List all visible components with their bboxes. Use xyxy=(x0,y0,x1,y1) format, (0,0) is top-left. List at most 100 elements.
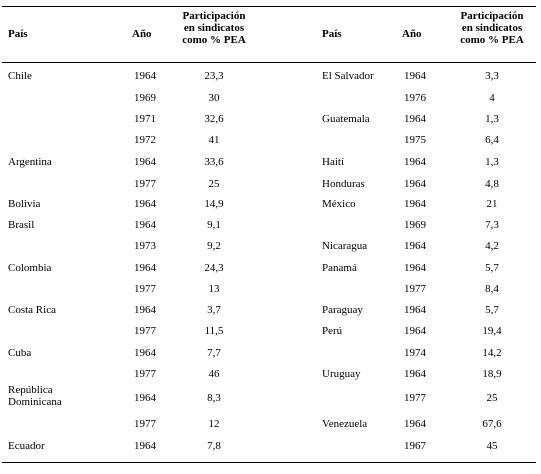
value: 25 xyxy=(208,178,220,190)
country: Costa Rica xyxy=(8,304,56,316)
country: Nicaragua xyxy=(322,240,368,252)
country: Cuba xyxy=(8,347,32,359)
year: 1964 xyxy=(134,70,156,82)
country: Chile xyxy=(8,70,32,82)
top-rule xyxy=(2,6,536,7)
year: 1964 xyxy=(134,304,156,316)
value: 8,3 xyxy=(207,392,221,404)
value: 4,2 xyxy=(485,240,499,252)
value: 45 xyxy=(486,440,498,452)
value: 25 xyxy=(486,392,498,404)
year: 1964 xyxy=(404,368,426,380)
value: 1,3 xyxy=(485,113,499,125)
year: 1964 xyxy=(404,418,426,430)
header-rule xyxy=(2,62,536,63)
year: 1964 xyxy=(134,262,156,274)
year: 1964 xyxy=(404,325,426,337)
country: El Salvador xyxy=(322,70,374,82)
country: Honduras xyxy=(322,178,365,190)
header-anio: Año xyxy=(402,28,422,40)
year: 1969 xyxy=(404,219,426,231)
value: 32,6 xyxy=(204,113,224,125)
year: 1964 xyxy=(404,70,426,82)
country: Paraguay xyxy=(322,304,363,316)
year: 1977 xyxy=(404,392,426,404)
year: 1977 xyxy=(134,283,156,295)
value: 4,8 xyxy=(485,178,499,190)
header-participacion: Participación en sindicatos como % PEA xyxy=(460,10,524,46)
year: 1977 xyxy=(134,418,156,430)
year: 1976 xyxy=(404,92,426,104)
header-pais: País xyxy=(8,28,28,40)
country: Ecuador xyxy=(8,440,45,452)
value: 23,3 xyxy=(204,70,224,82)
country: Brasil xyxy=(8,219,35,231)
value: 33,6 xyxy=(204,156,224,168)
country: Bolivia xyxy=(8,198,41,210)
country: Panamá xyxy=(322,262,357,274)
value: 13 xyxy=(208,283,220,295)
year: 1977 xyxy=(134,325,156,337)
year: 1972 xyxy=(134,134,156,146)
year: 1964 xyxy=(404,113,426,125)
year: 1974 xyxy=(404,347,426,359)
year: 1973 xyxy=(134,240,156,252)
year: 1964 xyxy=(404,156,426,168)
country: Guatemala xyxy=(322,113,370,125)
header-anio: Año xyxy=(132,28,152,40)
value: 19,4 xyxy=(482,325,502,337)
value: 7,3 xyxy=(485,219,499,231)
year: 1967 xyxy=(404,440,426,452)
value: 8,4 xyxy=(485,283,499,295)
year: 1964 xyxy=(134,156,156,168)
year: 1964 xyxy=(404,304,426,316)
value: 7,7 xyxy=(207,347,221,359)
year: 1971 xyxy=(134,113,156,125)
year: 1964 xyxy=(134,440,156,452)
value: 11,5 xyxy=(204,325,224,337)
value: 9,2 xyxy=(207,240,221,252)
value: 14,2 xyxy=(482,347,502,359)
value: 46 xyxy=(208,368,220,380)
value: 24,3 xyxy=(204,262,224,274)
year: 1977 xyxy=(134,178,156,190)
value: 3,3 xyxy=(485,70,499,82)
header-pais: País xyxy=(322,28,342,40)
value: 18,9 xyxy=(482,368,502,380)
value: 4 xyxy=(489,92,495,104)
year: 1964 xyxy=(134,219,156,231)
value: 41 xyxy=(208,134,220,146)
year: 1964 xyxy=(134,347,156,359)
header-participacion: Participación en sindicatos como % PEA xyxy=(182,10,246,46)
country: Venezuela xyxy=(322,418,368,430)
country: República Dominicana xyxy=(8,384,62,408)
value: 9,1 xyxy=(207,219,221,231)
country: Uruguay xyxy=(322,368,361,380)
value: 21 xyxy=(486,198,498,210)
year: 1964 xyxy=(404,240,426,252)
country: Argentina xyxy=(8,156,52,168)
value: 5,7 xyxy=(485,262,499,274)
country: Haití xyxy=(322,156,344,168)
year: 1969 xyxy=(134,92,156,104)
year: 1975 xyxy=(404,134,426,146)
country: México xyxy=(322,198,356,210)
value: 7,8 xyxy=(207,440,221,452)
value: 6,4 xyxy=(485,134,499,146)
value: 12 xyxy=(208,418,220,430)
year: 1964 xyxy=(404,178,426,190)
year: 1964 xyxy=(134,392,156,404)
value: 5,7 xyxy=(485,304,499,316)
value: 1,3 xyxy=(485,156,499,168)
value: 67,6 xyxy=(482,418,502,430)
value: 30 xyxy=(208,92,220,104)
country: Colombia xyxy=(8,262,52,274)
year: 1964 xyxy=(134,198,156,210)
country: Perú xyxy=(322,325,343,337)
bottom-rule xyxy=(2,462,536,463)
value: 3,7 xyxy=(207,304,221,316)
year: 1977 xyxy=(134,368,156,380)
year: 1964 xyxy=(404,262,426,274)
year: 1964 xyxy=(404,198,426,210)
